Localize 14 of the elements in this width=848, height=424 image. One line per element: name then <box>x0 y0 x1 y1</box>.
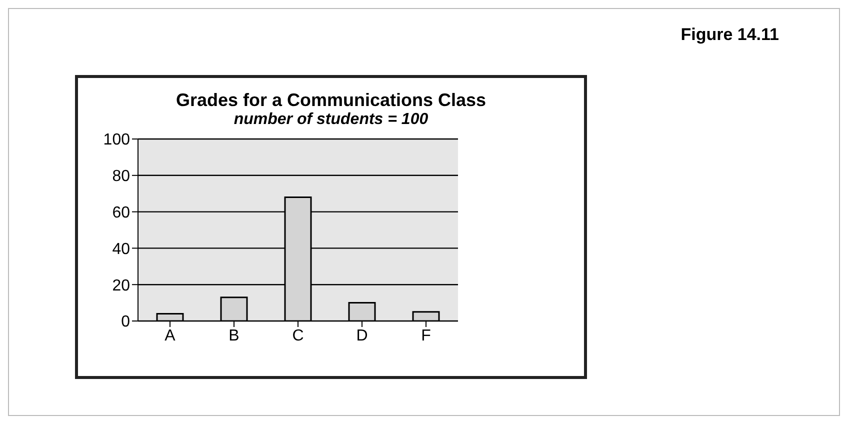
y-tick-label: 60 <box>112 204 130 222</box>
y-tick-label: 100 <box>103 132 130 149</box>
y-tick-label: 80 <box>112 168 130 186</box>
caption: Figure 14.11 <box>680 25 779 45</box>
chart-subtitle: number of students = 100 <box>232 111 430 129</box>
x-tick-label: D <box>356 327 368 344</box>
x-tick-label: A <box>164 327 176 344</box>
y-tick-label: 40 <box>112 240 130 258</box>
y-tick-label: 0 <box>121 314 130 331</box>
y-tick-label: 20 <box>112 277 130 294</box>
x-tick-label: B <box>228 327 240 344</box>
chart-title: Grades for a Communications Class <box>174 90 488 111</box>
x-tick-label: C <box>292 327 304 344</box>
x-tick-label: F <box>421 327 432 344</box>
